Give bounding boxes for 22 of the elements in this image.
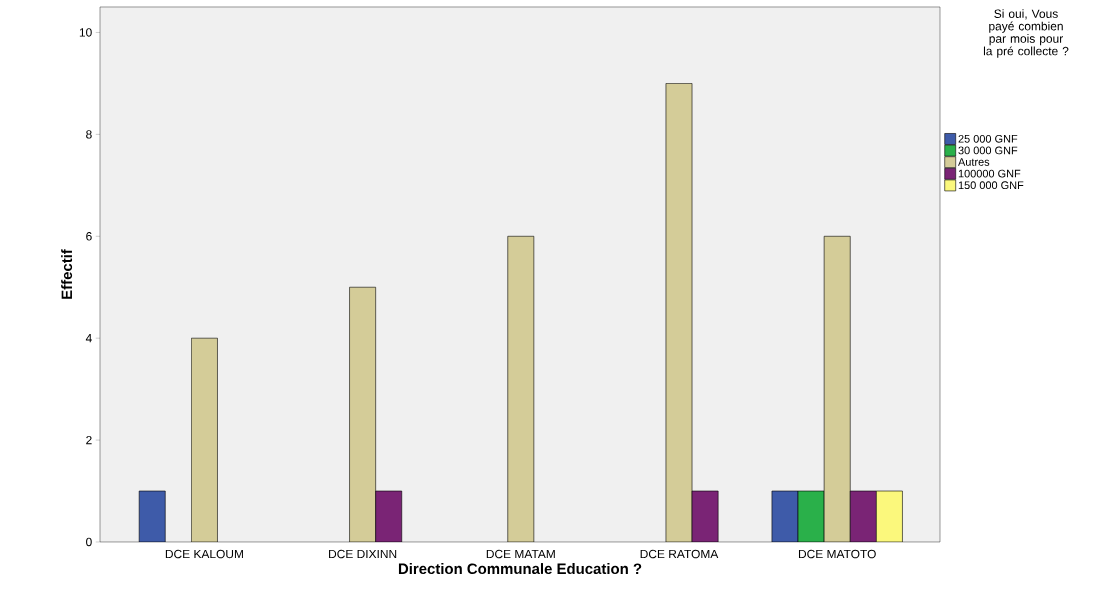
bar — [849, 490, 877, 542]
y-tick-label: 4 — [85, 334, 92, 343]
bar — [138, 490, 166, 542]
y-tick-label: 10 — [79, 28, 92, 37]
x-axis-title: Direction Communale Education ? — [398, 563, 642, 575]
x-tick-label: DCE MATOTO — [798, 549, 876, 559]
bar — [375, 490, 403, 542]
legend-label: 30 000 GNF — [958, 146, 1018, 155]
x-tick-label: DCE DIXINN — [329, 549, 397, 559]
y-tick-label: 8 — [86, 130, 92, 139]
y-axis-title: Effectif — [61, 249, 73, 299]
y-tick-label: 2 — [86, 435, 92, 445]
legend-label: 25 000 GNF — [958, 134, 1018, 143]
x-tick-label: DCE MATAM — [486, 549, 555, 559]
x-tick-label: DCE KALOUM — [165, 549, 243, 559]
legend-title: Si oui, Vous payé combien par mois pour la pré collecte ? — [983, 9, 1069, 58]
y-tick-label: 0 — [86, 537, 92, 547]
legend-label: Autres — [958, 158, 990, 166]
y-tick-label: 6 — [86, 232, 92, 241]
x-tick-label: DCE RATOMA — [640, 549, 719, 559]
legend-label: 100000 GNF — [958, 169, 1021, 178]
legend-label: 150 000 GNF — [958, 181, 1024, 190]
